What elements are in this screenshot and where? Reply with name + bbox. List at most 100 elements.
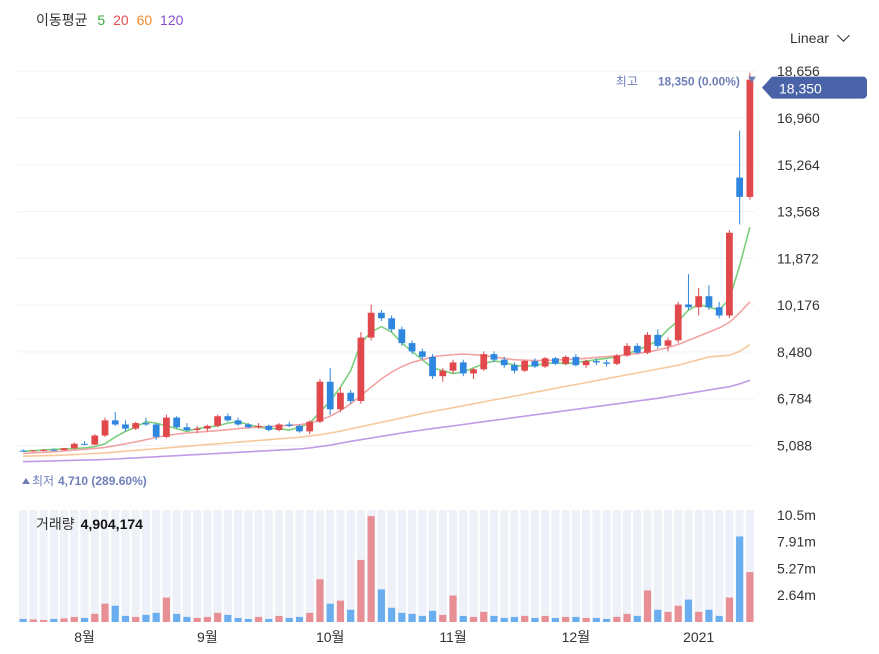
scale-dropdown[interactable]: Linear	[790, 29, 850, 46]
volume-bar	[377, 589, 385, 622]
volume-bg-stripe	[581, 510, 591, 622]
candle-body	[101, 420, 109, 436]
volume-bar	[449, 595, 457, 622]
candle-body	[163, 417, 170, 437]
candle-body	[552, 358, 559, 364]
volume-bar	[408, 613, 416, 622]
candle-body	[152, 424, 160, 437]
volume-bar	[695, 611, 703, 622]
volume-bar	[70, 616, 78, 622]
candle-body	[50, 449, 58, 451]
volume-bar	[265, 618, 273, 622]
volume-bg-stripe	[254, 510, 263, 622]
candle-body	[142, 423, 150, 425]
volume-bar	[541, 615, 549, 622]
candle-body	[592, 361, 600, 363]
volume-bar	[388, 607, 396, 622]
volume-bg-stripe	[70, 510, 79, 622]
volume-bg-stripe	[377, 510, 386, 622]
volume-bg-stripe	[694, 510, 703, 622]
high-marker-arrow-icon	[747, 76, 756, 83]
candle-body	[459, 362, 467, 374]
y-tick-label: 15,264	[777, 157, 820, 173]
x-tick-label: 10월	[316, 629, 344, 645]
candle-body	[623, 345, 631, 356]
volume-bg-stripe	[305, 510, 314, 622]
candle-body	[234, 420, 242, 425]
volume-bar	[275, 615, 283, 622]
candle-body	[285, 424, 293, 426]
volume-bar	[654, 609, 662, 622]
volume-bg-stripe	[223, 510, 232, 622]
volume-bar	[510, 616, 519, 622]
volume-bar	[572, 616, 580, 622]
volume-bar	[101, 603, 109, 622]
volume-bar	[469, 616, 478, 622]
candle-body	[19, 450, 27, 452]
volume-bg-stripe	[725, 510, 734, 622]
volume-bg-stripe	[346, 510, 355, 622]
candle-body	[521, 361, 529, 371]
y-tick-label: 18,656	[777, 63, 820, 79]
candle-body	[418, 351, 426, 357]
candle-body	[500, 359, 508, 366]
moving-average-legend: 이동평균 5 20 60 120	[36, 10, 187, 30]
volume-bar	[439, 614, 447, 622]
volume-bg-stripe	[592, 510, 601, 622]
candle-body	[337, 392, 344, 410]
volume-bg-stripe	[39, 510, 48, 622]
volume-bar	[398, 612, 406, 622]
volume-bg-stripe	[19, 510, 28, 622]
volume-bg-stripe	[469, 510, 478, 622]
volume-bar	[173, 613, 181, 622]
candle-body	[480, 354, 488, 370]
candle-body	[603, 362, 610, 364]
volume-bar	[316, 579, 324, 622]
candle-body	[132, 423, 140, 429]
volume-bar	[582, 617, 590, 622]
candle-body	[367, 312, 375, 338]
candle-body	[316, 381, 324, 422]
scale-label: Linear	[790, 30, 829, 46]
volume-bg-stripe	[274, 510, 284, 622]
volume-bg-stripe	[131, 510, 140, 622]
volume-bg-stripe	[203, 510, 212, 622]
volume-bar	[60, 618, 68, 622]
volume-bg-stripe	[152, 510, 161, 622]
volume-bar	[592, 617, 600, 622]
candle-body	[173, 417, 181, 428]
candle-body	[715, 307, 723, 316]
high-marker-prefix: 최고	[616, 75, 638, 89]
ma-line-20	[23, 301, 751, 455]
candle-body	[562, 356, 570, 364]
ma-line-60	[23, 343, 751, 457]
candle-body	[203, 425, 211, 429]
candle-body	[736, 177, 744, 197]
volume-bg-stripe	[407, 510, 417, 622]
y-tick-label: 10,176	[777, 297, 820, 313]
candle-body	[541, 358, 549, 367]
volume-bar	[306, 612, 314, 622]
volume-bar	[367, 516, 375, 622]
volume-bar	[111, 605, 119, 622]
low-marker-text: 4,710 (289.60%)	[58, 474, 147, 488]
volume-title: 거래량 4,904,174	[36, 514, 143, 534]
volume-bg-stripe	[397, 510, 406, 622]
volume-bg-stripe	[653, 510, 662, 622]
volume-bg-stripe	[541, 510, 550, 622]
y-tick-label: 5,088	[777, 438, 812, 454]
volume-bar	[91, 613, 99, 622]
volume-bar	[357, 559, 365, 622]
candle-body	[490, 354, 498, 360]
candle-body	[664, 340, 672, 346]
volume-bg-stripe	[193, 510, 202, 622]
volume-bg-stripe	[233, 510, 243, 622]
volume-bg-stripe	[530, 510, 540, 622]
volume-bar	[40, 619, 48, 622]
volume-bar	[746, 572, 754, 622]
volume-bg-stripe	[489, 510, 499, 622]
candle-body	[378, 312, 385, 319]
volume-bar	[142, 614, 150, 622]
x-tick-label: 11월	[439, 629, 466, 645]
